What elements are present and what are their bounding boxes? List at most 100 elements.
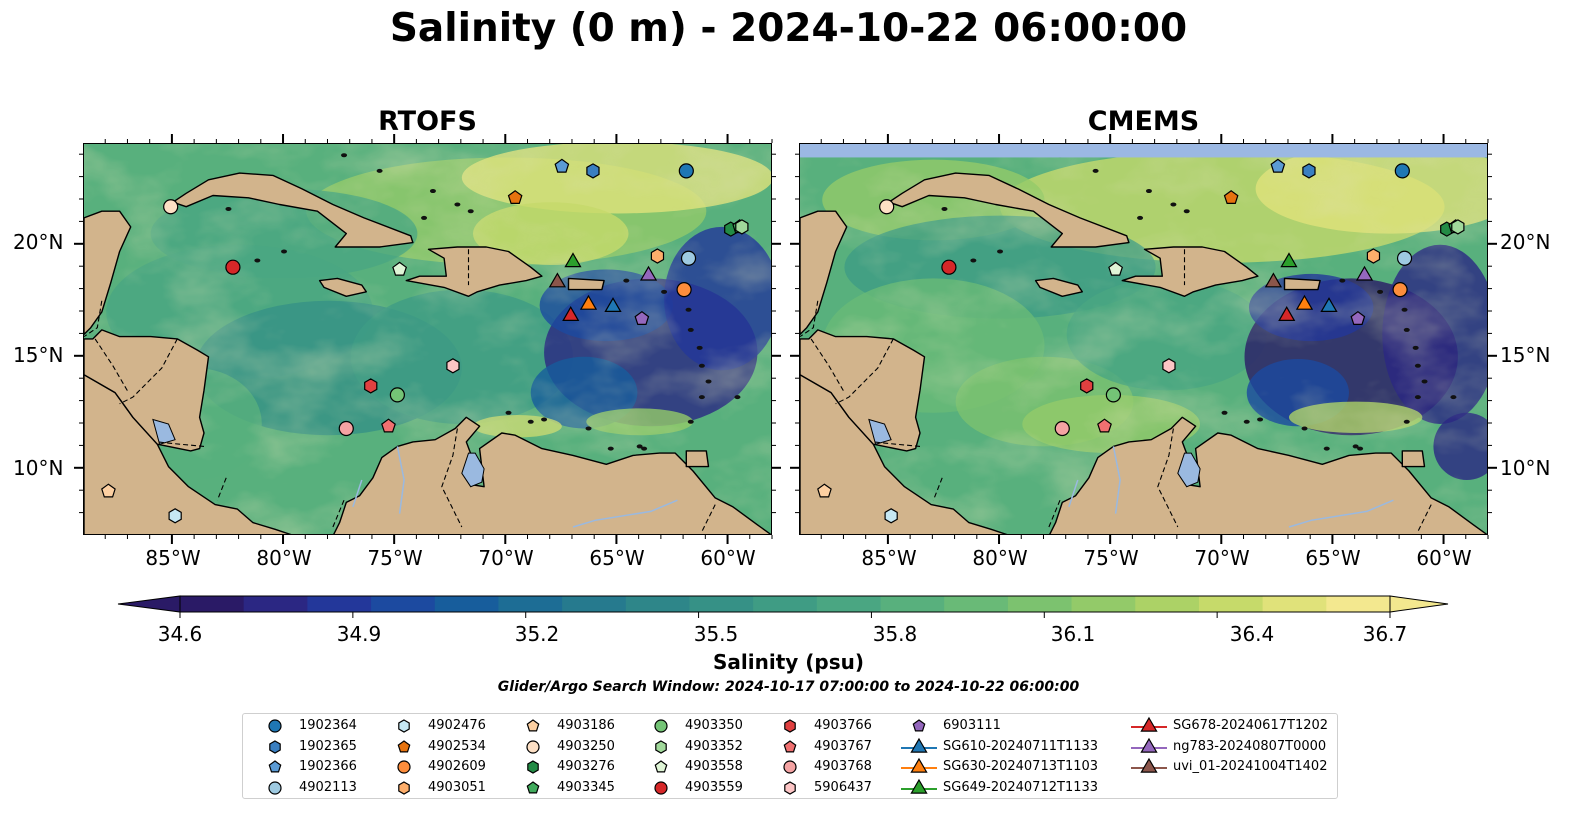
legend-label: 4902113 <box>299 779 357 795</box>
obs-marker-4903767 <box>1097 418 1112 433</box>
legend-label: 4903350 <box>685 718 743 733</box>
legend-label: 1902366 <box>299 759 357 774</box>
land-hispaniola <box>405 246 543 298</box>
obs-marker-4903559 <box>225 259 241 275</box>
panel-title-cmems: CMEMS <box>1087 106 1200 137</box>
small-island <box>1301 426 1308 431</box>
obs-marker-4902609 <box>1392 282 1408 298</box>
map-tick-marks <box>74 134 1497 544</box>
lat-label-left-15: 15°N <box>13 343 64 367</box>
colorbar-tick-label: 34.9 <box>336 622 382 646</box>
colorbar-segment <box>1326 596 1391 612</box>
small-island <box>541 417 548 422</box>
small-island <box>687 419 694 424</box>
legend-label: 1902364 <box>299 718 357 733</box>
legend-marker-icon <box>1131 737 1167 753</box>
legend-marker-icon <box>901 757 937 773</box>
lon-label-rtofs-60: 60°W <box>700 546 756 570</box>
obs-marker-SG630-20240713T1103 <box>579 294 598 310</box>
small-island <box>1183 209 1190 214</box>
small-island <box>1339 278 1346 283</box>
small-island <box>696 345 703 350</box>
obs-marker-1902365 <box>586 163 600 179</box>
legend-marker-circle <box>526 739 540 754</box>
small-island <box>1403 327 1410 332</box>
small-island <box>1352 444 1359 449</box>
obs-marker-4902476 <box>168 508 182 524</box>
small-island <box>225 206 232 211</box>
lake-nicaragua <box>152 418 176 445</box>
small-island <box>421 215 428 220</box>
legend-marker-hexagon <box>527 760 539 774</box>
obs-marker-4903250 <box>163 199 179 215</box>
map-panel-rtofs <box>83 143 772 535</box>
legend-marker-icon <box>783 760 797 774</box>
obs-marker-4903051 <box>1366 248 1381 264</box>
land-puerto-rico <box>1283 277 1321 291</box>
small-island <box>734 395 741 400</box>
small-island <box>1137 215 1144 220</box>
legend-label: SG630-20240713T1103 <box>943 759 1099 774</box>
lon-label-cmems-75: 75°W <box>1083 546 1139 570</box>
colorbar-segment <box>1198 596 1264 612</box>
colorbar-segment <box>944 596 1009 612</box>
small-island <box>623 278 630 283</box>
small-island <box>641 446 648 451</box>
country-border <box>810 338 845 393</box>
legend-marker-icon <box>912 719 926 732</box>
small-island <box>1170 202 1177 207</box>
legend-label: 1902365 <box>299 738 357 754</box>
legend-label: SG610-20240711T1133 <box>943 738 1099 754</box>
obs-marker-4903352 <box>1451 219 1465 235</box>
obs-marker-4903250 <box>879 199 895 215</box>
legend-marker-icon <box>398 780 410 795</box>
land-yucatan <box>84 210 132 336</box>
land-north-central-america <box>84 329 210 452</box>
legend-label: ng783-20240807T0000 <box>1173 738 1327 754</box>
lon-label-rtofs-85: 85°W <box>145 546 201 570</box>
legend-marker-icon <box>526 739 540 754</box>
river-line <box>1112 446 1121 514</box>
small-island <box>505 410 512 415</box>
small-island <box>467 209 474 214</box>
legend-marker-pentagon <box>526 719 540 732</box>
legend-box: 1902364 1902365 1902366 4902113 4902476 49025… <box>242 713 1338 799</box>
small-island <box>1401 307 1408 312</box>
obs-marker-6903111 <box>1350 310 1366 325</box>
lat-label-left-10: 10°N <box>13 456 64 480</box>
obs-marker-SG649-20240712T1133 <box>1280 252 1298 268</box>
land-cuba <box>172 172 414 248</box>
legend-marker-icon <box>397 760 411 774</box>
colorbar-tick-label: 34.6 <box>157 622 203 646</box>
small-island <box>1414 363 1421 368</box>
obs-marker-1902365 <box>1302 163 1316 179</box>
legend-marker-circle <box>654 719 668 733</box>
country-border <box>873 441 921 447</box>
colorbar-segment <box>434 596 499 612</box>
small-island <box>687 327 694 332</box>
legend-marker-icon <box>654 760 668 773</box>
small-island <box>281 249 288 254</box>
lat-label-right-10: 10°N <box>1500 456 1551 480</box>
map-panel-cmems <box>799 143 1488 535</box>
obs-marker-4903350 <box>1105 387 1121 403</box>
legend-marker-icon <box>527 760 539 774</box>
land-yucatan <box>800 210 848 336</box>
colorbar-tick-label: 35.8 <box>872 622 918 646</box>
obs-marker-4903186 <box>817 483 832 498</box>
colorbar-tick-label: 36.7 <box>1362 622 1408 646</box>
obs-marker-4903352 <box>735 219 749 235</box>
legend-label: 4903558 <box>685 759 743 774</box>
small-island <box>376 168 383 173</box>
country-border <box>1417 504 1432 532</box>
lon-label-cmems-70: 70°W <box>1194 546 1250 570</box>
legend-marker-icon <box>783 739 797 752</box>
small-island <box>661 289 668 294</box>
small-island <box>698 395 705 400</box>
obs-marker-uvi_01-20241004T1402 <box>548 272 567 288</box>
colorbar-segment <box>689 596 754 612</box>
small-island <box>1421 379 1428 384</box>
small-island <box>1243 419 1250 424</box>
country-border <box>701 504 716 532</box>
obs-marker-SG678-20240617T1202 <box>1278 305 1296 321</box>
